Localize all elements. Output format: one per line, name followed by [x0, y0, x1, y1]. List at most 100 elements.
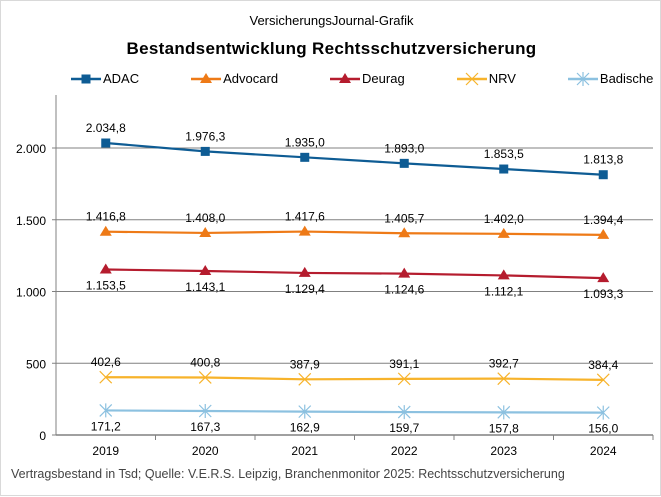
- series-line: [105, 268, 604, 280]
- data-label: 1.935,0: [285, 135, 325, 149]
- series-line: [105, 230, 604, 237]
- legend-marker: [465, 72, 479, 85]
- data-point: [497, 269, 510, 280]
- legend-item: Advocard: [191, 71, 278, 86]
- data-point: [499, 164, 509, 174]
- data-point: [398, 267, 411, 278]
- legend-label: ADAC: [103, 71, 140, 86]
- data-point: [99, 225, 112, 236]
- data-label: 156,0: [588, 422, 618, 436]
- data-label: 2.034,8: [86, 121, 126, 135]
- y-tick-label: 1.000: [16, 286, 46, 300]
- legend-item: ADAC: [71, 71, 139, 86]
- x-tick-label: 2024: [590, 444, 617, 458]
- series-line: [105, 409, 604, 414]
- data-label: 157,8: [489, 421, 519, 435]
- data-point: [298, 404, 312, 419]
- data-label: 391,1: [389, 357, 419, 371]
- data-point: [399, 158, 409, 168]
- data-label: 1.093,3: [583, 287, 623, 301]
- series-deurag: 1.153,5 1.143,1 1.129,4 1.124,6 1.112,1 1.093…: [86, 263, 624, 301]
- series-line: [105, 141, 604, 176]
- data-label: 1.153,5: [86, 278, 126, 292]
- legend-item: Deurag: [330, 71, 405, 86]
- x-tick-label: 2020: [192, 444, 219, 458]
- legend-swatch: [567, 71, 598, 86]
- data-label: 167,3: [190, 420, 220, 434]
- data-label: 1.853,5: [484, 147, 524, 161]
- legend-label: NRV: [488, 71, 516, 86]
- data-label: 1.416,8: [86, 210, 126, 224]
- data-point: [199, 264, 212, 275]
- data-label: 1.143,1: [185, 280, 225, 294]
- data-label: 392,7: [489, 357, 519, 371]
- data-point: [300, 152, 310, 162]
- data-point: [99, 403, 113, 418]
- legend-marker: [200, 72, 213, 83]
- data-label: 384,4: [588, 358, 618, 372]
- y-tick-label: 1.500: [16, 214, 46, 228]
- chart-title: Bestandsentwicklung Rechtsschutzversiche…: [126, 39, 537, 58]
- data-point: [597, 228, 610, 239]
- data-point: [597, 272, 610, 283]
- data-point: [298, 372, 312, 386]
- x-tick-label: 2019: [92, 444, 119, 458]
- legend-swatch: [330, 72, 361, 83]
- data-point: [101, 138, 111, 148]
- legend: ADAC Advocard Deurag NRV Badische: [71, 71, 661, 86]
- legend-swatch: [456, 72, 487, 85]
- data-point: [497, 405, 511, 420]
- data-point: [198, 371, 212, 384]
- data-label: 1.976,3: [185, 129, 225, 143]
- data-label: 1.405,7: [384, 211, 424, 225]
- y-tick-label: 2.000: [16, 142, 46, 156]
- data-label: 1.417,6: [285, 210, 325, 224]
- data-label: 171,2: [91, 419, 121, 433]
- data-label: 1.129,4: [285, 282, 325, 296]
- data-point: [198, 403, 212, 418]
- legend-label: Deurag: [362, 71, 405, 86]
- data-label: 400,8: [190, 355, 220, 369]
- series-line: [105, 376, 604, 381]
- data-point: [596, 405, 610, 420]
- legend-item: Badische: [567, 71, 654, 86]
- data-label: 387,9: [290, 357, 320, 371]
- data-label: 1.394,4: [583, 213, 623, 227]
- data-point: [497, 227, 510, 238]
- legend-item: NRV: [456, 71, 516, 86]
- legend-label: Badische: [599, 71, 654, 86]
- legend-swatch: [191, 72, 222, 83]
- series-adac: 2.034,8 1.976,3 1.935,0 1.893,0 1.853,5 1.813…: [86, 121, 624, 180]
- data-point: [398, 227, 411, 238]
- x-tick-label: 2021: [291, 444, 318, 458]
- data-label: 162,9: [290, 421, 320, 435]
- legend-marker: [339, 72, 352, 83]
- x-tick-label: 2022: [391, 444, 418, 458]
- data-point: [298, 225, 311, 236]
- data-label: 1.112,1: [484, 284, 523, 298]
- data-point: [200, 146, 210, 156]
- data-point: [596, 373, 610, 387]
- data-point: [99, 263, 112, 274]
- data-point: [99, 370, 113, 384]
- legend-marker: [576, 71, 590, 86]
- series-nrv: 402,6 400,8 387,9 391,1 392,7 384,4: [91, 355, 619, 387]
- data-label: 402,6: [91, 355, 121, 369]
- data-point: [497, 372, 511, 386]
- series-advocard: 1.416,8 1.408,0 1.417,6 1.405,7 1.402,0 1.394…: [86, 210, 624, 239]
- data-point: [598, 170, 608, 180]
- legend-marker: [81, 74, 91, 83]
- data-label: 1.893,0: [384, 141, 424, 155]
- y-tick-label: 0: [39, 429, 46, 443]
- data-label: 1.813,8: [583, 153, 623, 167]
- data-point: [298, 266, 311, 277]
- data-label: 159,7: [389, 421, 419, 435]
- footer-note: Vertragsbestand in Tsd; Quelle: V.E.R.S.…: [11, 467, 565, 481]
- legend-label: Advocard: [223, 71, 279, 86]
- y-tick-label: 500: [26, 357, 46, 371]
- data-point: [397, 405, 411, 420]
- data-point: [397, 372, 411, 386]
- data-label: 1.408,0: [185, 211, 225, 225]
